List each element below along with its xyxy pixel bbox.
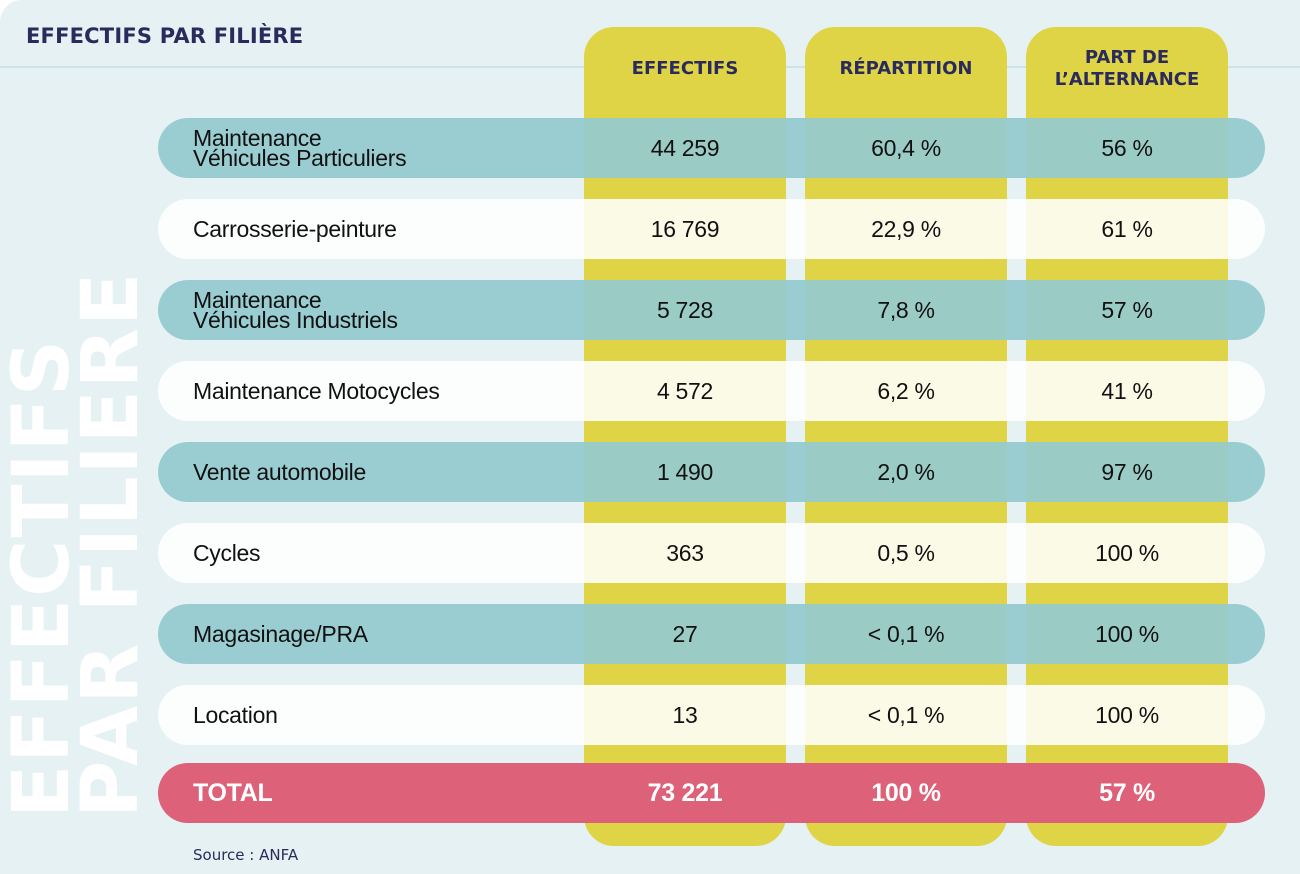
cell-repartition: 2,0 %	[877, 458, 935, 485]
table-row: Magasinage/PRA 27 < 0,1 % 100 %	[158, 604, 1265, 664]
row-label: Maintenance Véhicules Particuliers	[193, 118, 583, 178]
cell-repartition: 0,5 %	[877, 539, 935, 566]
column-header-repartition: RÉPARTITION	[839, 58, 973, 79]
table-row: Maintenance Véhicules Particuliers 44 25…	[158, 118, 1265, 178]
cell-effectifs: 27	[672, 620, 698, 647]
cell-repartition: 60,4 %	[871, 134, 941, 161]
row-label-line1: Maintenance	[193, 125, 322, 151]
row-label-line2: Véhicules Particuliers	[193, 145, 407, 171]
cell-alternance: 100 %	[1095, 701, 1159, 728]
page-title: EFFECTIFS PAR FILIÈRE	[26, 24, 304, 48]
cell-alternance: 100 %	[1095, 539, 1159, 566]
cell-effectifs: 13	[672, 701, 698, 728]
row-label: Maintenance Véhicules Industriels	[193, 280, 583, 340]
table-row: Cycles 363 0,5 % 100 %	[158, 523, 1265, 583]
column-header-alternance-line2: L’ALTERNANCE	[1054, 69, 1200, 90]
cell-repartition: 22,9 %	[871, 215, 941, 242]
row-label: Maintenance Motocycles	[193, 378, 440, 404]
table-row: Vente automobile 1 490 2,0 % 97 %	[158, 442, 1265, 502]
row-label: Carrosserie-peinture	[193, 216, 397, 242]
cell-effectifs: 363	[666, 539, 704, 566]
row-label: Location	[193, 702, 278, 728]
vertical-watermark: EFFECTIFS PAR FILIERE	[0, 0, 156, 818]
cell-effectifs: 16 769	[650, 215, 720, 242]
column-header-alternance-line1: PART DE	[1084, 47, 1170, 68]
cell-effectifs: 1 490	[656, 458, 714, 485]
total-label: TOTAL	[193, 779, 273, 807]
cell-alternance: 56 %	[1101, 134, 1153, 161]
cell-repartition: < 0,1 %	[867, 620, 945, 647]
watermark-line-2: PAR FILIERE	[66, 270, 156, 818]
table-row: Location 13 < 0,1 % 100 %	[158, 685, 1265, 745]
total-repartition: 100 %	[871, 778, 941, 807]
row-label: Cycles	[193, 540, 261, 566]
cell-alternance: 97 %	[1101, 458, 1153, 485]
row-label: Magasinage/PRA	[193, 621, 368, 647]
cell-repartition: < 0,1 %	[867, 701, 945, 728]
column-header-alternance: PART DE L’ALTERNANCE	[1026, 27, 1228, 111]
source-note: Source : ANFA	[193, 846, 299, 864]
cell-repartition: 6,2 %	[877, 377, 935, 404]
table-row: Carrosserie-peinture 16 769 22,9 % 61 %	[158, 199, 1265, 259]
row-label-line2: Véhicules Industriels	[193, 307, 398, 333]
table-row: Maintenance Motocycles 4 572 6,2 % 41 %	[158, 361, 1265, 421]
cell-alternance: 100 %	[1095, 620, 1159, 647]
total-effectifs: 73 221	[647, 778, 723, 807]
row-label-line1: Maintenance	[193, 287, 322, 313]
table-row: Maintenance Véhicules Industriels 5 728 …	[158, 280, 1265, 340]
cell-effectifs: 44 259	[650, 134, 720, 161]
cell-alternance: 57 %	[1101, 296, 1153, 323]
column-header-effectifs: EFFECTIFS	[631, 58, 739, 79]
cell-effectifs: 5 728	[656, 296, 714, 323]
cell-alternance: 61 %	[1101, 215, 1153, 242]
cell-effectifs: 4 572	[656, 377, 714, 404]
row-label: Vente automobile	[193, 459, 366, 485]
total-alternance: 57 %	[1099, 778, 1155, 807]
cell-repartition: 7,8 %	[877, 296, 935, 323]
total-row: TOTAL 73 221 100 % 57 %	[158, 763, 1265, 823]
cell-alternance: 41 %	[1101, 377, 1153, 404]
